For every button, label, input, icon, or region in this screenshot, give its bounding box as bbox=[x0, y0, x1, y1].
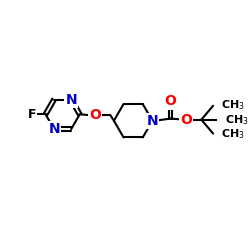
Text: O: O bbox=[89, 108, 101, 122]
Text: N: N bbox=[146, 114, 158, 128]
Text: CH$_3$: CH$_3$ bbox=[225, 113, 249, 126]
Text: N: N bbox=[48, 122, 60, 136]
Text: CH$_3$: CH$_3$ bbox=[221, 127, 245, 141]
Text: O: O bbox=[164, 94, 176, 108]
Text: N: N bbox=[65, 92, 77, 106]
Text: F: F bbox=[28, 108, 36, 121]
Text: O: O bbox=[180, 113, 192, 127]
Text: CH$_3$: CH$_3$ bbox=[221, 98, 245, 112]
